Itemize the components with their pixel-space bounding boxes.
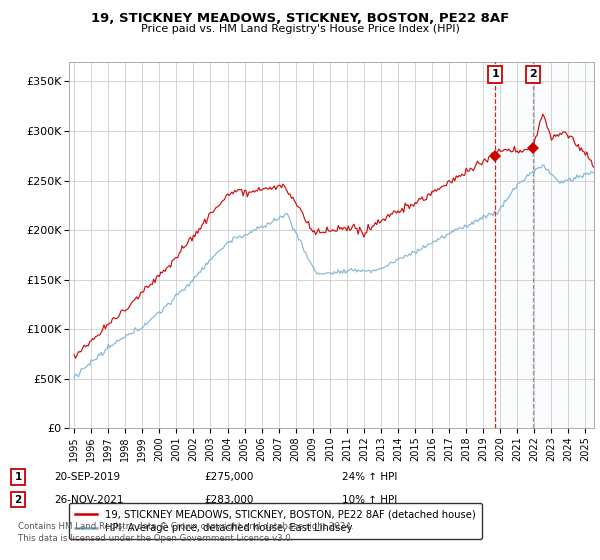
Text: £275,000: £275,000 — [204, 472, 253, 482]
Bar — [496, 62, 600, 428]
Text: 2: 2 — [529, 69, 536, 80]
Text: 24% ↑ HPI: 24% ↑ HPI — [342, 472, 397, 482]
Text: £283,000: £283,000 — [204, 494, 253, 505]
Text: Price paid vs. HM Land Registry's House Price Index (HPI): Price paid vs. HM Land Registry's House … — [140, 24, 460, 34]
Text: 10% ↑ HPI: 10% ↑ HPI — [342, 494, 397, 505]
Text: Contains HM Land Registry data © Crown copyright and database right 2024.: Contains HM Land Registry data © Crown c… — [18, 522, 353, 531]
Legend: 19, STICKNEY MEADOWS, STICKNEY, BOSTON, PE22 8AF (detached house), HPI: Average : 19, STICKNEY MEADOWS, STICKNEY, BOSTON, … — [69, 503, 482, 539]
Text: This data is licensed under the Open Government Licence v3.0.: This data is licensed under the Open Gov… — [18, 534, 293, 543]
Text: 1: 1 — [14, 472, 22, 482]
Text: 2: 2 — [14, 494, 22, 505]
Text: 19, STICKNEY MEADOWS, STICKNEY, BOSTON, PE22 8AF: 19, STICKNEY MEADOWS, STICKNEY, BOSTON, … — [91, 12, 509, 25]
Text: 1: 1 — [491, 69, 499, 80]
Text: 20-SEP-2019: 20-SEP-2019 — [54, 472, 120, 482]
Text: 26-NOV-2021: 26-NOV-2021 — [54, 494, 124, 505]
